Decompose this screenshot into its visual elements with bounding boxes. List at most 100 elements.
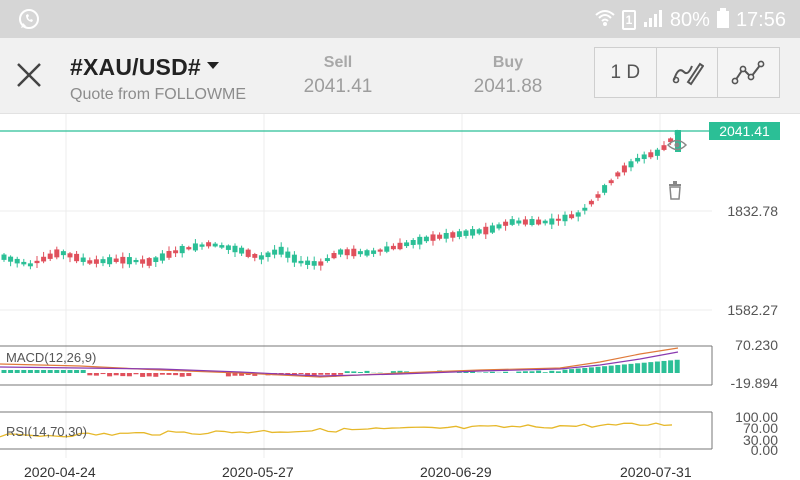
macd-bar: [146, 373, 152, 377]
candle-body: [390, 245, 396, 250]
candle-body: [542, 220, 548, 224]
candle-body: [423, 236, 429, 242]
candle-body: [483, 226, 489, 235]
candle-body: [47, 253, 53, 259]
candle-body: [364, 250, 370, 256]
candle-body: [41, 256, 47, 262]
candle-body: [456, 231, 462, 237]
macd-bar: [635, 363, 641, 373]
macd-bar: [239, 373, 245, 376]
macd-bar: [608, 365, 614, 373]
candle-body: [245, 249, 251, 257]
candle-body: [555, 218, 561, 221]
macd-bar: [628, 363, 634, 373]
macd-bar: [483, 372, 489, 373]
candle-body: [430, 234, 436, 241]
buy-value: 2041.88: [473, 76, 543, 97]
eye-icon[interactable]: [666, 139, 688, 151]
candle-body: [107, 257, 113, 265]
macd-bar: [522, 371, 528, 373]
candle-body: [258, 255, 264, 260]
candle-body: [470, 229, 476, 236]
indicator-button[interactable]: [718, 48, 779, 97]
drawing-tool-button[interactable]: [657, 48, 719, 97]
candle-body: [522, 219, 528, 225]
buy-label: Buy: [492, 54, 524, 71]
macd-bar: [318, 373, 324, 375]
rsi-level-30: 30.00: [742, 432, 778, 448]
candle-body: [100, 259, 106, 264]
candle-body: [417, 236, 423, 245]
macd-panel: [0, 345, 713, 386]
candle-body: [27, 263, 33, 267]
rsi-level-70: 70.00: [742, 420, 778, 436]
macd-bar: [549, 370, 555, 373]
macd-bar: [668, 360, 674, 373]
macd-bar: [489, 371, 495, 373]
candle-body: [298, 260, 304, 264]
candle-body: [93, 259, 99, 264]
price-axis-label-2: 1582.27: [727, 302, 778, 318]
macd-bar: [159, 373, 165, 375]
macd-bar: [324, 373, 330, 375]
sell-quote[interactable]: Sell 2041.41: [283, 54, 393, 98]
candle-body: [338, 249, 344, 255]
macd-bar: [536, 370, 542, 373]
macd-bar: [615, 365, 621, 373]
candle-body: [159, 253, 165, 261]
symbol-name: #XAU/USD#: [70, 54, 201, 80]
candle-body: [192, 243, 198, 251]
candle-body: [87, 260, 93, 264]
candle-body: [621, 165, 627, 173]
macd-bar: [621, 364, 627, 373]
macd-bar: [364, 370, 370, 373]
candle-body: [588, 200, 594, 205]
candle-body: [635, 157, 641, 162]
macd-bar: [674, 359, 680, 373]
candle-body: [536, 219, 542, 225]
candle-body: [476, 229, 482, 234]
rsi-label: RSI(14,70,30): [6, 424, 87, 439]
timeframe-button[interactable]: 1 D: [595, 48, 657, 97]
candles: [1, 129, 681, 271]
chart-toolbar: 1 D: [594, 47, 780, 98]
timeframe-label: 1 D: [610, 61, 641, 83]
candle-body: [212, 243, 218, 247]
macd-bar: [67, 370, 73, 373]
candle-body: [239, 247, 245, 254]
macd-bar: [654, 361, 660, 373]
macd-bar: [34, 370, 40, 373]
candle-body: [351, 248, 357, 257]
macd-bar: [186, 373, 192, 377]
candle-body: [529, 219, 535, 225]
macd-bar: [113, 373, 119, 376]
macd-bar: [27, 370, 33, 373]
buy-quote[interactable]: Buy 2041.88: [453, 54, 563, 98]
candle-body: [654, 149, 660, 156]
candle-body: [450, 232, 456, 238]
candle-body: [252, 254, 258, 258]
macd-bar: [641, 362, 647, 373]
candle-body: [344, 249, 350, 256]
date-label-2: 2020-05-27: [222, 464, 294, 480]
macd-bar: [463, 371, 469, 373]
macd-bar: [1, 370, 7, 373]
macd-bar: [179, 373, 185, 377]
trash-icon[interactable]: [669, 181, 681, 200]
candle-body: [318, 261, 324, 266]
macd-bar: [21, 370, 27, 373]
symbol-selector[interactable]: #XAU/USD#: [70, 54, 219, 81]
candle-body: [199, 244, 205, 247]
candle-body: [668, 138, 674, 143]
rsi-level-100: 100.00: [735, 409, 778, 425]
macd-bar: [562, 369, 568, 373]
macd-bar: [470, 371, 476, 373]
macd-bar: [331, 373, 337, 377]
candle-body: [562, 214, 568, 222]
candle-body: [126, 257, 132, 265]
close-button[interactable]: [12, 58, 46, 92]
macd-min: -19.894: [730, 375, 778, 391]
sim-slot-icon: 1: [621, 10, 636, 30]
candle-body: [265, 252, 271, 258]
